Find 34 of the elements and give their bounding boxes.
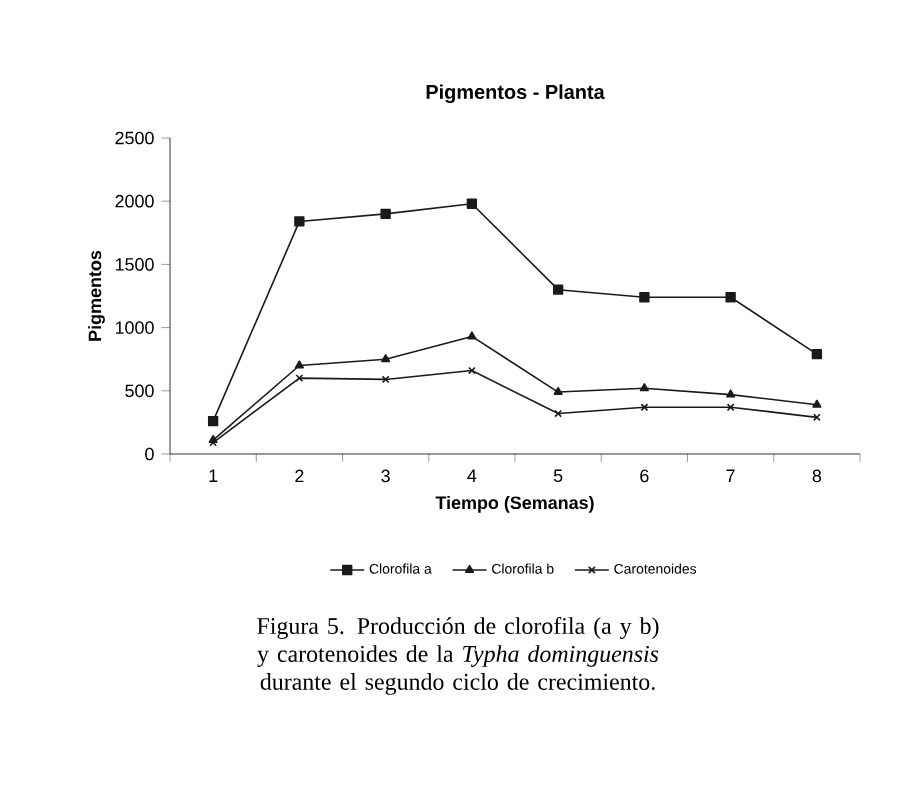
point (811, 348, 823, 360)
point (207, 415, 219, 427)
x-tick-label: 4 (467, 469, 477, 482)
y-tick-label: 2000 (115, 194, 154, 208)
point (552, 284, 564, 295)
x-tick-label: 8 (812, 469, 822, 483)
point (467, 331, 477, 340)
x-axis-title: Tiempo (Semanas) (435, 495, 594, 513)
chart-title: Pigmentos - Planta (426, 84, 605, 104)
point (726, 389, 736, 398)
point (639, 383, 649, 392)
y-tick-label: 1500 (115, 258, 154, 271)
x-tick-label: 2 (295, 469, 304, 483)
point (380, 208, 391, 220)
point (381, 354, 391, 363)
point (725, 292, 736, 303)
y-tick-label: 1000 (115, 321, 154, 334)
point (466, 198, 478, 209)
point (553, 386, 563, 396)
text: Figura 5. Producción de clorofila (a y b) y carotenoides de la Typha dominguensis durante el segundo ciclo de crecimiento. (257, 617, 659, 695)
x-tick-label: 6 (640, 469, 649, 483)
y-tick-label: 2500 (115, 131, 154, 145)
y-axis-title: Pigmentos (88, 250, 105, 341)
point (381, 375, 390, 384)
point (294, 216, 305, 227)
x-tick-label: 5 (553, 469, 563, 483)
point (639, 292, 650, 303)
y-tick-label: 500 (125, 384, 154, 398)
y-tick-label: 0 (145, 447, 154, 461)
point (812, 399, 822, 408)
x-tick-label: 1 (209, 469, 218, 482)
x-tick-label: 7 (726, 469, 735, 482)
x-tick-label: 3 (381, 469, 390, 483)
point (294, 360, 304, 369)
